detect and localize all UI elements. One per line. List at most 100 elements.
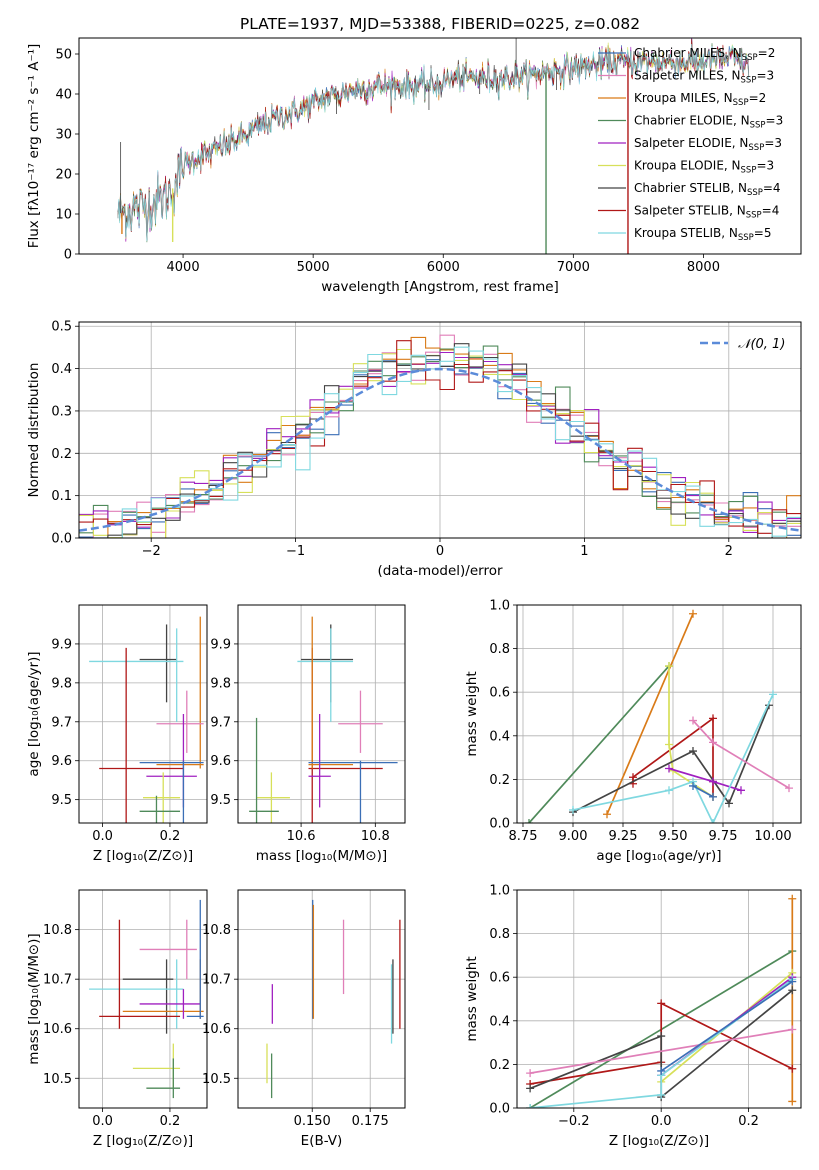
y-tick-label: 9.7 <box>210 715 231 730</box>
y-tick-label: 0.0 <box>489 817 510 832</box>
y-tick-label: 0.6 <box>489 686 510 701</box>
y-axis-label: Normed distribution <box>26 363 42 498</box>
x-axis-label: (data-model)/error <box>377 563 503 579</box>
y-tick-label: 10.6 <box>43 1022 72 1037</box>
mass-weight-marker <box>526 1104 535 1108</box>
mass-weight-marker <box>629 773 637 782</box>
mass-weight-marker <box>689 609 697 618</box>
y-axis-label: age [log₁₀(age/yr)] <box>26 651 42 776</box>
x-tick-label: 9.25 <box>609 829 638 844</box>
y-tick-label: 40 <box>55 88 72 103</box>
y-tick-label: 30 <box>55 128 72 143</box>
x-tick-label: 0.2 <box>160 1114 181 1129</box>
x-tick-label: 0 <box>436 544 444 559</box>
x-tick-label: 0.0 <box>92 829 113 844</box>
x-tick-label: 0.0 <box>651 1114 672 1129</box>
x-tick-label: 8.75 <box>509 829 538 844</box>
legend-label: Kroupa ELODIE, NSSP=3 <box>634 159 774 176</box>
x-tick-label: −1 <box>286 544 305 559</box>
y-tick-label: 9.6 <box>210 754 231 769</box>
x-tick-label: −2 <box>142 544 161 559</box>
y-tick-label: 9.8 <box>51 676 72 691</box>
mass-weight-panel: 8.75 9.00 9.25 9.50 9.75 10.00 0.0 0.2 0.4 0.6 0.8… <box>464 599 802 864</box>
mass-weight-lines <box>525 609 793 823</box>
mass-weight-marker <box>689 781 697 790</box>
mass-weight-marker <box>603 810 611 819</box>
mass-weight-marker <box>525 819 533 823</box>
panels: 4000 5000 6000 7000 800001020304050wavelengt… <box>26 37 802 1149</box>
y-tick-label: 0.2 <box>489 773 510 788</box>
mass-weight-marker <box>709 714 717 723</box>
mass-weight-marker <box>788 1064 797 1073</box>
y-tick-label: 0.4 <box>51 362 72 377</box>
mass-weight-marker <box>665 786 673 795</box>
y-tick-label: 0.0 <box>51 532 72 547</box>
errorbar-panel: 10.6 10.8 9.5 9.6 9.7 9.8 9.9 mass [log₁₀(M/M⊙)… <box>210 604 406 864</box>
x-tick-label: 4000 <box>167 260 200 275</box>
y-axis-label: Flux [fλ10⁻¹⁷ erg cm⁻² s⁻¹ A⁻¹] <box>26 44 42 249</box>
y-tick-label: 50 <box>55 48 72 63</box>
errorbar-panel: 0.150 0.175 10.5 10.6 10.7 10.8 E(B-V) <box>202 889 406 1149</box>
y-tick-label: 1.0 <box>489 599 510 614</box>
legend-label: Chabrier MILES, NSSP=2 <box>634 46 775 63</box>
axes-frame <box>78 321 802 539</box>
y-tick-label: 1.0 <box>489 884 510 899</box>
y-tick-label: 20 <box>55 168 72 183</box>
mass-weight-marker <box>665 662 673 671</box>
axes-frame <box>516 604 802 824</box>
histogram-steps <box>79 334 801 538</box>
y-tick-label: 10.8 <box>202 923 231 938</box>
legend-label: Chabrier ELODIE, NSSP=3 <box>634 114 783 131</box>
errorbar-panel: 0.0 0.2 10.5 10.6 10.7 10.8 Z [log₁₀(Z/Z⊙)] mas… <box>26 889 208 1149</box>
y-tick-label: 0.3 <box>51 404 72 419</box>
legend-label: Salpeter MILES, NSSP=3 <box>634 69 774 86</box>
x-tick-label: 6000 <box>427 260 460 275</box>
y-axis-label: mass weight <box>464 956 480 1041</box>
y-tick-label: 0.1 <box>51 489 72 504</box>
mass-weight-marker <box>725 799 733 808</box>
mass-weight-marker <box>737 786 745 795</box>
x-tick-label: 9.50 <box>659 829 688 844</box>
x-axis-label: age [log₁₀(age/yr)] <box>596 848 721 864</box>
y-tick-label: 0.8 <box>489 927 510 942</box>
x-tick-label: −0.2 <box>558 1114 590 1129</box>
y-tick-label: 9.5 <box>210 793 231 808</box>
x-axis-label: Z [log₁₀(Z/Z⊙)] <box>609 1133 709 1149</box>
gaussian-legend-label: 𝒩(0, 1) <box>738 337 785 352</box>
axes-frame <box>237 604 406 824</box>
x-tick-label: 0.175 <box>352 1114 389 1129</box>
y-tick-label: 0.2 <box>489 1058 510 1073</box>
gaussian-curve <box>79 367 801 532</box>
mass-weight-line <box>529 1028 793 1074</box>
mass-weight-marker <box>657 1090 666 1099</box>
mass-weight-lines <box>526 894 797 1108</box>
y-axis-label: mass weight <box>464 671 480 756</box>
mass-weight-marker <box>788 1025 797 1034</box>
axes-frame <box>237 889 406 1109</box>
y-axis-label: mass [log₁₀(M/M⊙)] <box>26 933 42 1064</box>
mass-weight-marker <box>526 1084 535 1093</box>
legend-label: Chabrier STELIB, NSSP=4 <box>634 181 781 198</box>
x-axis-label: Z [log₁₀(Z/Z⊙)] <box>93 848 193 864</box>
y-tick-label: 0.4 <box>489 729 510 744</box>
mass-weight-marker <box>788 986 797 995</box>
spectrum-legend: Chabrier MILES, NSSP=2 Salpeter MILES, NS… <box>598 46 783 243</box>
mass-weight-marker <box>709 792 717 801</box>
legend-label: Salpeter ELODIE, NSSP=3 <box>634 136 782 153</box>
x-tick-label: 10.8 <box>361 829 390 844</box>
y-tick-label: 10.6 <box>202 1022 231 1037</box>
x-axis-label: E(B-V) <box>301 1133 343 1149</box>
x-axis-label: mass [log₁₀(M/M⊙)] <box>256 848 387 864</box>
mass-weight-marker <box>788 894 797 903</box>
y-tick-label: 0.0 <box>489 1102 510 1117</box>
errorbar-points <box>249 616 398 823</box>
mass-weight-marker <box>665 764 673 773</box>
mass-weight-marker <box>665 740 673 749</box>
mass-weight-marker <box>709 738 717 747</box>
x-tick-label: 10.6 <box>287 829 316 844</box>
y-tick-label: 10.7 <box>43 973 72 988</box>
y-tick-label: 9.6 <box>51 754 72 769</box>
axes-frame <box>78 604 208 824</box>
figure-title: PLATE=1937, MJD=53388, FIBERID=0225, z=0… <box>240 15 640 33</box>
y-tick-label: 0.4 <box>489 1014 510 1029</box>
